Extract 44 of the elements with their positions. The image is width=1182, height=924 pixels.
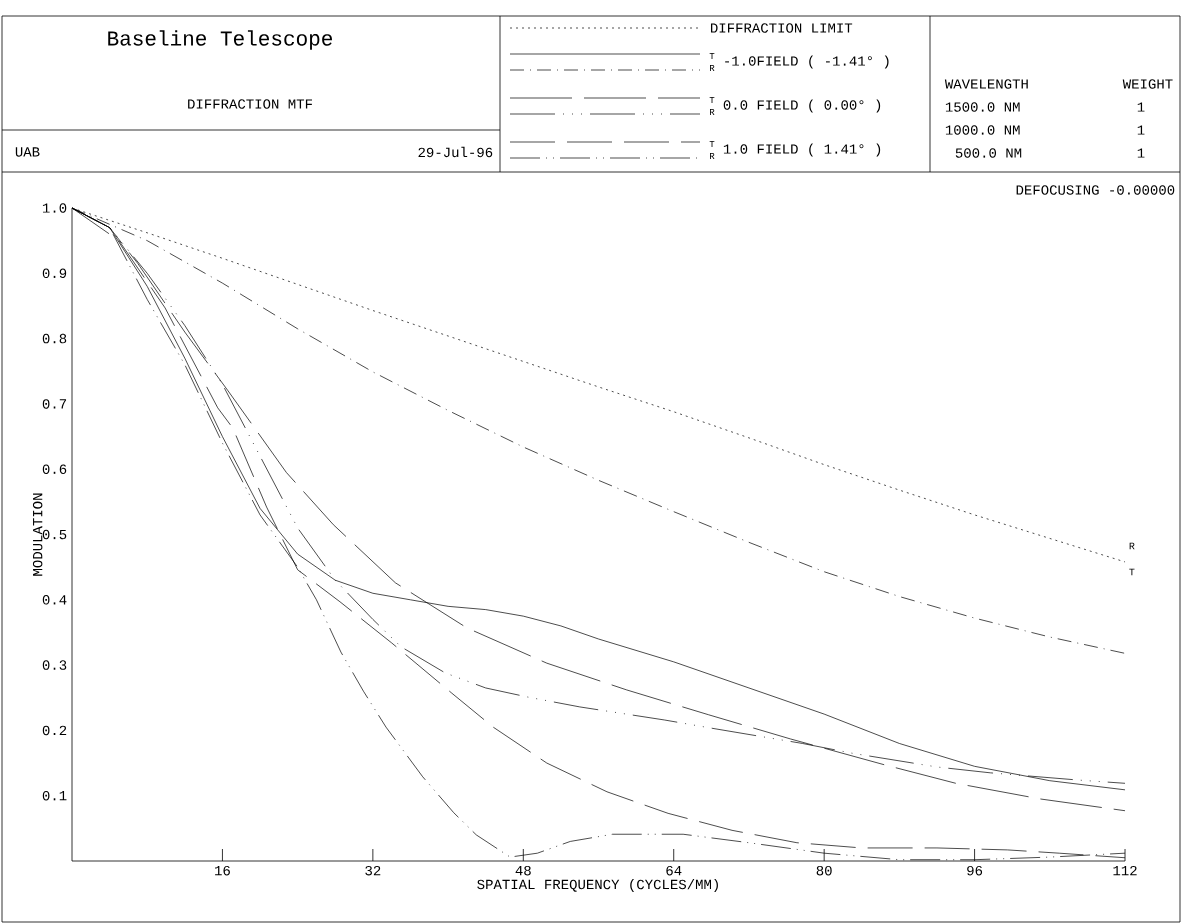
- text: WEIGHT: [1122, 79, 1173, 89]
- text: UAB: [15, 147, 40, 157]
- text: R: [710, 65, 715, 71]
- text: T: [709, 53, 715, 59]
- chart-subtitle: DIFFRACTION MTF: [188, 99, 313, 109]
- x-tick-label: 112: [1113, 865, 1137, 876]
- text: 29-Jul-96: [418, 146, 493, 158]
- y-tick-label: 0.2: [42, 725, 67, 736]
- text: T: [709, 97, 715, 103]
- chart-title: Baseline Telescope: [108, 30, 332, 50]
- text: R: [1129, 542, 1135, 550]
- text: 1500.0 NM: [945, 102, 1020, 112]
- text: WAVELENGTH: [944, 79, 1028, 89]
- text: R: [710, 109, 715, 115]
- text: T: [1129, 568, 1135, 576]
- x-tick-label: 64: [666, 865, 682, 876]
- y-tick-label: 0.5: [42, 529, 67, 540]
- x-axis-title: SPATIAL FREQUENCY (CYCLES/MM): [477, 878, 718, 892]
- text: 0.0 FIELD ( 0.00° ): [723, 99, 881, 113]
- y-tick-label: 0.6: [42, 464, 67, 474]
- text: 500.0 NM: [955, 148, 1022, 158]
- y-tick-label: 1.0: [42, 203, 67, 213]
- x-tick-label: 80: [816, 865, 832, 876]
- text: DEFOCUSING -0.00000: [1016, 185, 1175, 195]
- y-tick-label: 0.3: [42, 660, 67, 670]
- text: 1000.0 NM: [945, 125, 1020, 135]
- text: 1: [1137, 148, 1145, 158]
- x-tick-label: 48: [515, 865, 531, 876]
- text: 1.0 FIELD ( 1.41° ): [723, 143, 881, 157]
- y-axis-title: MODULATION: [32, 493, 43, 576]
- text: -1.0FIELD ( -1.41° ): [725, 55, 889, 69]
- y-tick-label: 0.1: [42, 790, 67, 801]
- y-tick-label: 0.8: [42, 333, 67, 344]
- text: T: [709, 141, 715, 147]
- x-tick-label: 16: [215, 865, 230, 876]
- y-tick-label: 0.7: [42, 399, 67, 409]
- x-tick-label: 96: [967, 865, 983, 876]
- y-tick-label: 0.9: [42, 268, 67, 279]
- y-tick-label: 0.4: [42, 595, 67, 605]
- text: 1: [1137, 102, 1145, 112]
- text: DIFFRACTION LIMIT: [710, 23, 853, 33]
- text: 1: [1137, 125, 1145, 135]
- text: R: [710, 153, 715, 159]
- x-tick-label: 32: [365, 865, 381, 876]
